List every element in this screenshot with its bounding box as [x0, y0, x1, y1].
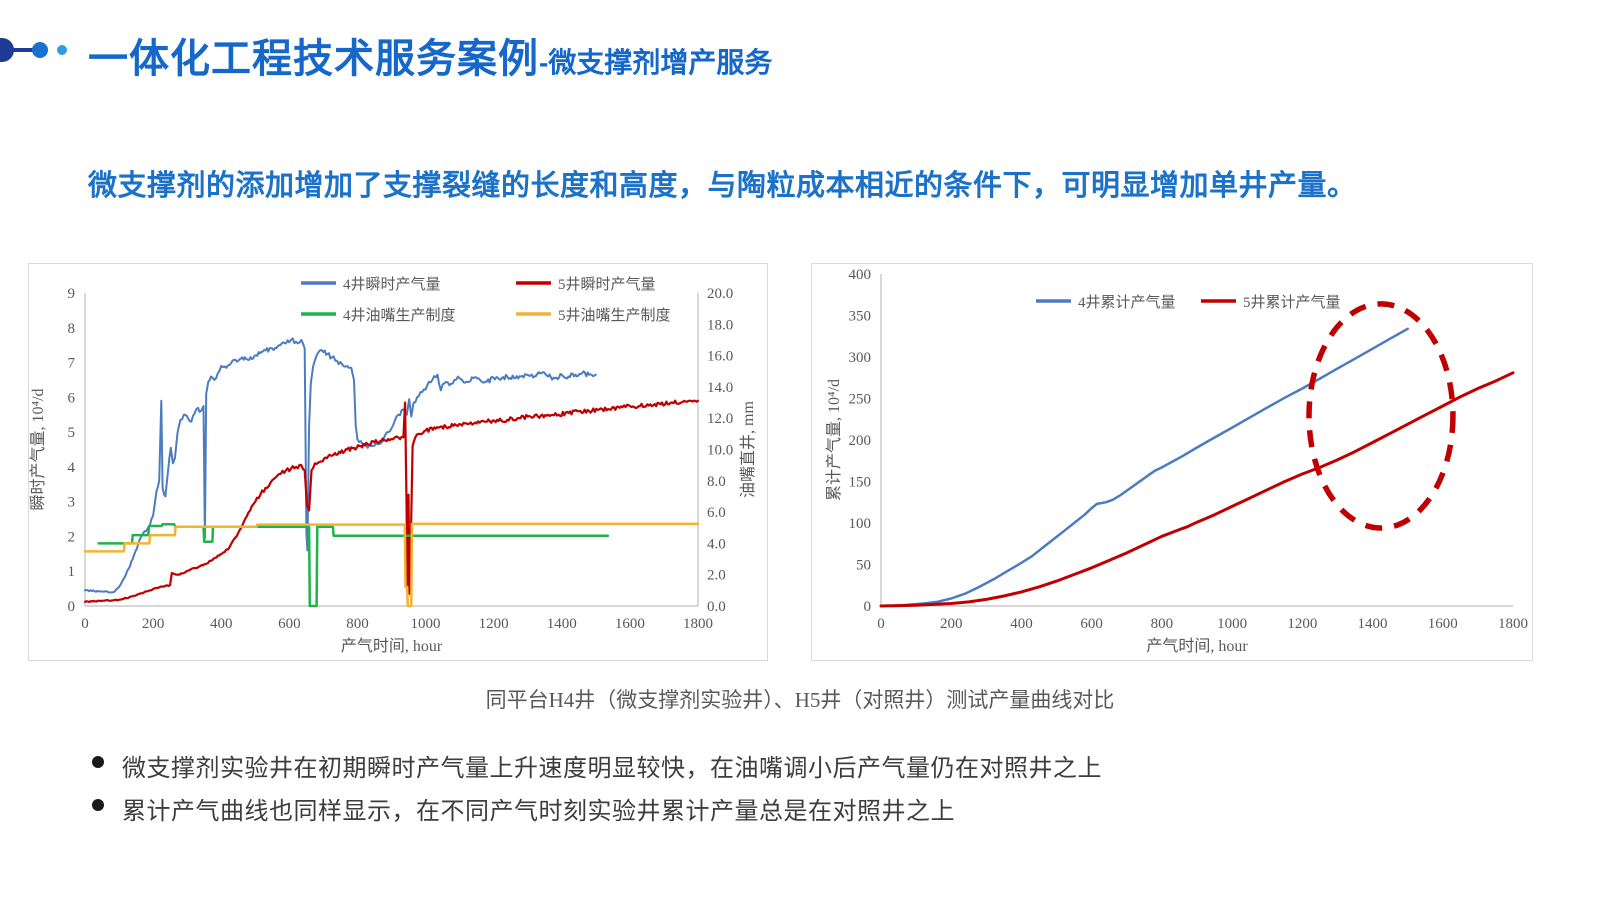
header-decor-dots-icon: [0, 38, 67, 62]
series-h5-instant-rate: [83, 399, 700, 604]
legend-label-h5-cumulative: 5井累计产气量: [1243, 294, 1341, 311]
chart-text: 1200: [1287, 616, 1317, 632]
chart-text: 200: [849, 433, 872, 449]
chart-text: 250: [849, 392, 872, 408]
chart-caption: 同平台H4井（微支撑剂实验井）、H5井（对照井）测试产量曲线对比: [485, 688, 1115, 712]
chart-text: 50: [856, 558, 871, 574]
decor-dot-large: [0, 38, 14, 62]
chart-text: 9: [68, 286, 76, 302]
chart-text: 200: [142, 616, 165, 632]
chart-text: 2.0: [707, 568, 726, 584]
chart-text: 1800: [1498, 616, 1528, 632]
chart-text: 12.0: [707, 411, 733, 427]
instant-rate-chart-box: 0 200 400 600 800 1000 1200 1400 1600 1800 0 1 2 3 4 5 6…: [28, 263, 768, 661]
series-h4-choke-program: [97, 523, 610, 608]
chart-text: 1: [68, 564, 76, 580]
cumulative-chart-box: 0 200 400 600 800 1000 1200 1400 1600 1800 0 50 100 1…: [811, 263, 1533, 661]
chart-text: 20.0: [707, 286, 733, 302]
chart-text: 7: [68, 356, 76, 372]
bullet-text: 累计产气曲线也同样显示，在不同产气时刻实验井累计产量总是在对照井之上: [122, 798, 955, 825]
chart-text: 3: [68, 495, 76, 511]
legend-label-h4-instant-rate: 4井瞬时产气量: [343, 276, 441, 293]
chart-text: 油嘴直井, mm: [739, 401, 757, 498]
chart-text: 100: [849, 516, 872, 532]
chart-text: 4.0: [707, 536, 726, 552]
chart-text: 0: [68, 599, 76, 615]
legend-label-h5-choke-program: 5井油嘴生产制度: [558, 307, 671, 324]
chart-text: 1600: [1428, 616, 1458, 632]
chart-text: 2: [68, 529, 76, 545]
series-h5-cumulative: [879, 371, 1515, 608]
bullet-text: 微支撑剂实验井在初期瞬时产气量上升速度明显较快，在油嘴调小后产气量仍在对照井之上: [122, 755, 1102, 782]
chart-text: 6.0: [707, 505, 726, 521]
page-title-suffix: -微支撑剂增产服务: [539, 47, 773, 78]
highlight-ellipse-annotation: [1306, 301, 1456, 531]
chart-text: 1800: [683, 616, 713, 632]
intro-statement: 微支撑剂的添加增加了支撑裂缝的长度和高度，与陶粒成本相近的条件下，可明显增加单井…: [88, 170, 1357, 202]
chart-text: 1600: [615, 616, 645, 632]
chart-text: 8.0: [707, 474, 726, 490]
chart-text: 4: [68, 460, 76, 476]
series-h4-instant-rate: [84, 337, 597, 594]
legend-label-h5-instant-rate: 5井瞬时产气量: [558, 276, 656, 293]
chart-text: 150: [849, 475, 872, 491]
chart-text: 产气时间, hour: [1146, 637, 1248, 655]
chart-text: 0: [81, 616, 89, 632]
series-h4-cumulative: [879, 327, 1409, 608]
series-h5-choke-program: [83, 522, 700, 608]
chart-text: 累计产气量, 10⁴/d: [825, 379, 843, 501]
chart-text: 16.0: [707, 349, 733, 365]
chart-text: 350: [849, 309, 872, 325]
chart-text: 14.0: [707, 380, 733, 396]
cumulative-chart: 0 200 400 600 800 1000 1200 1400 1600 1800 0 50 100 1…: [825, 267, 1528, 655]
chart-text: 300: [849, 350, 872, 366]
chart-text: 6: [68, 390, 76, 406]
chart-text: 1200: [479, 616, 509, 632]
chart-text: 400: [1010, 616, 1033, 632]
chart-text: 产气时间, hour: [341, 637, 443, 655]
legend-label-h4-cumulative: 4井累计产气量: [1078, 294, 1176, 311]
chart-text: 400: [210, 616, 233, 632]
chart-text: 1400: [547, 616, 577, 632]
bullet-item: 微支撑剂实验井在初期瞬时产气量上升速度明显较快，在油嘴调小后产气量仍在对照井之上: [92, 748, 1542, 783]
chart-text: 800: [346, 616, 369, 632]
bullet-dot-icon: [92, 799, 104, 811]
chart-text: 600: [278, 616, 301, 632]
chart-text: 1000: [411, 616, 441, 632]
decor-dot-medium: [32, 42, 48, 58]
chart-text: 0: [864, 599, 872, 615]
chart-text: 8: [68, 321, 76, 337]
chart-text: 瞬时产气量, 10⁴/d: [29, 388, 47, 510]
chart-text: 0: [877, 616, 885, 632]
instant-rate-chart: 0 200 400 600 800 1000 1200 1400 1600 1800 0 1 2 3 4 5 6…: [29, 276, 757, 655]
chart-text: 400: [849, 267, 872, 283]
chart-text: 200: [940, 616, 963, 632]
chart-text: 5: [68, 425, 76, 441]
bullet-item: 累计产气曲线也同样显示，在不同产气时刻实验井累计产量总是在对照井之上: [92, 791, 1542, 826]
page-title-main: 一体化工程技术服务案例: [88, 37, 539, 81]
page-title: 一体化工程技术服务案例-微支撑剂增产服务: [88, 26, 772, 84]
chart-text: 600: [1080, 616, 1103, 632]
chart-text: 18.0: [707, 317, 733, 333]
chart-text: 1000: [1217, 616, 1247, 632]
chart-text: 800: [1151, 616, 1174, 632]
chart-text: 0.0: [707, 599, 726, 615]
bullet-dot-icon: [92, 756, 104, 768]
chart-text: 10.0: [707, 443, 733, 459]
legend-label-h4-choke-program: 4井油嘴生产制度: [343, 307, 456, 324]
decor-dot-small: [57, 45, 67, 55]
chart-text: 1400: [1358, 616, 1388, 632]
